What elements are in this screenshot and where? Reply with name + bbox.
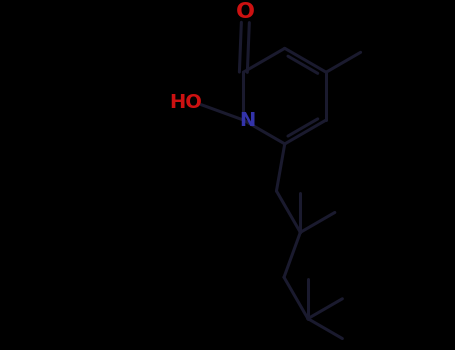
Text: N: N [239,111,255,130]
Text: O: O [236,2,255,22]
Text: HO: HO [169,93,202,112]
